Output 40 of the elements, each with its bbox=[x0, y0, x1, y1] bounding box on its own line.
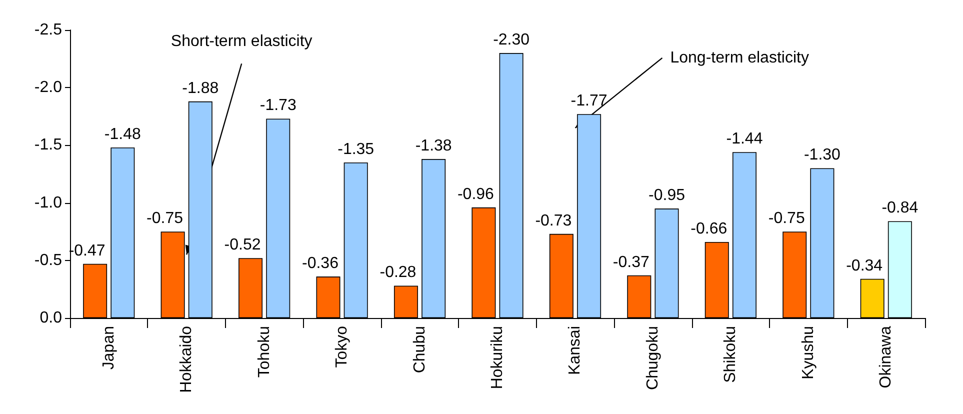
y-tick-label: -1.5 bbox=[34, 136, 62, 154]
data-label: -1.73 bbox=[260, 97, 296, 114]
x-tick-label: Tokyo bbox=[334, 326, 351, 368]
x-tick-label: Japan bbox=[100, 326, 118, 370]
data-label: -0.75 bbox=[768, 210, 805, 228]
y-tick-label: -0.5 bbox=[34, 252, 62, 269]
data-label: -1.44 bbox=[726, 130, 763, 148]
annotation: Short-term elasticity bbox=[170, 33, 312, 50]
data-label: -0.52 bbox=[224, 236, 261, 254]
x-tick-label: Chugoku bbox=[644, 326, 662, 390]
y-tick-label: -2.5 bbox=[34, 22, 62, 38]
x-tick-label: Kansai bbox=[566, 326, 584, 375]
data-label: -0.84 bbox=[882, 200, 918, 217]
data-label: -1.77 bbox=[570, 92, 608, 110]
x-tick-label: Okinawa bbox=[878, 326, 895, 388]
data-label: -0.73 bbox=[535, 212, 572, 230]
y-tick-label: -2.0 bbox=[34, 79, 62, 96]
data-label: -0.95 bbox=[648, 187, 686, 204]
x-tick-label: Tohoku bbox=[256, 326, 273, 378]
y-tick-label: 0.0 bbox=[40, 310, 62, 326]
data-label: -1.35 bbox=[338, 140, 374, 158]
x-tick-label: Kyushu bbox=[800, 326, 817, 380]
x-tick-label: Chubu bbox=[411, 326, 428, 374]
x-tick-label: Shikoku bbox=[722, 326, 740, 383]
data-label: -0.37 bbox=[612, 254, 650, 271]
data-label: -1.30 bbox=[804, 146, 841, 164]
data-label: -0.75 bbox=[146, 210, 184, 228]
x-tick-label: Hokkaido bbox=[178, 326, 196, 393]
annotation: Long-term elasticity bbox=[670, 49, 809, 66]
data-label: -0.96 bbox=[457, 186, 494, 203]
data-label: -0.28 bbox=[380, 264, 416, 282]
data-label: -1.38 bbox=[415, 138, 452, 155]
data-label: -1.48 bbox=[104, 126, 141, 144]
data-label: -0.36 bbox=[302, 255, 339, 272]
data-label: -2.30 bbox=[493, 32, 530, 49]
x-tick-label: Hokuriku bbox=[489, 326, 506, 390]
data-label: -0.66 bbox=[690, 220, 728, 238]
y-tick-label: -1.0 bbox=[34, 194, 62, 212]
data-label: -0.34 bbox=[846, 257, 883, 274]
data-label: -1.88 bbox=[182, 80, 219, 97]
